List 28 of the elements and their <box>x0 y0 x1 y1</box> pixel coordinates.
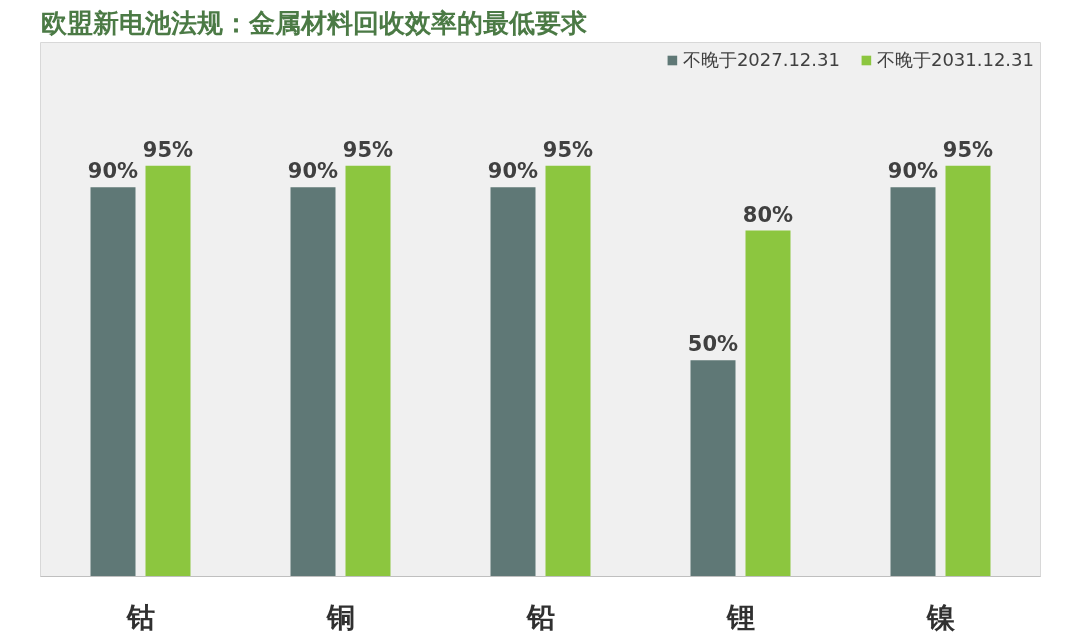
bar <box>545 165 591 577</box>
data-label: 90% <box>287 159 339 184</box>
data-label: 95% <box>342 137 394 162</box>
bar <box>90 187 136 577</box>
x-tick-label: 钴 <box>125 600 155 634</box>
bar <box>490 187 536 577</box>
legend-label: 不晚于2031.12.31 <box>876 48 1034 72</box>
x-tick-label: 镍 <box>925 600 956 634</box>
data-label: 90% <box>487 159 539 184</box>
data-label: 80% <box>742 202 794 227</box>
data-label: 95% <box>942 137 994 162</box>
data-label: 90% <box>887 159 939 184</box>
chart-title: 欧盟新电池法规：金属材料回收效率的最低要求 <box>40 7 588 38</box>
bar <box>745 230 791 577</box>
data-label: 50% <box>687 332 739 357</box>
x-tick-label: 锂 <box>725 600 755 634</box>
data-label: 95% <box>142 137 194 162</box>
bar <box>290 187 336 577</box>
x-tick-label: 铅 <box>525 600 555 634</box>
bar <box>890 187 936 577</box>
x-tick-label: 铜 <box>325 600 355 634</box>
bar <box>690 360 736 577</box>
data-label: 95% <box>542 137 594 162</box>
legend-label: 不晚于2027.12.31 <box>682 48 840 72</box>
data-label: 90% <box>87 159 139 184</box>
bar <box>945 165 991 577</box>
bar <box>145 165 191 577</box>
bar <box>345 165 391 577</box>
